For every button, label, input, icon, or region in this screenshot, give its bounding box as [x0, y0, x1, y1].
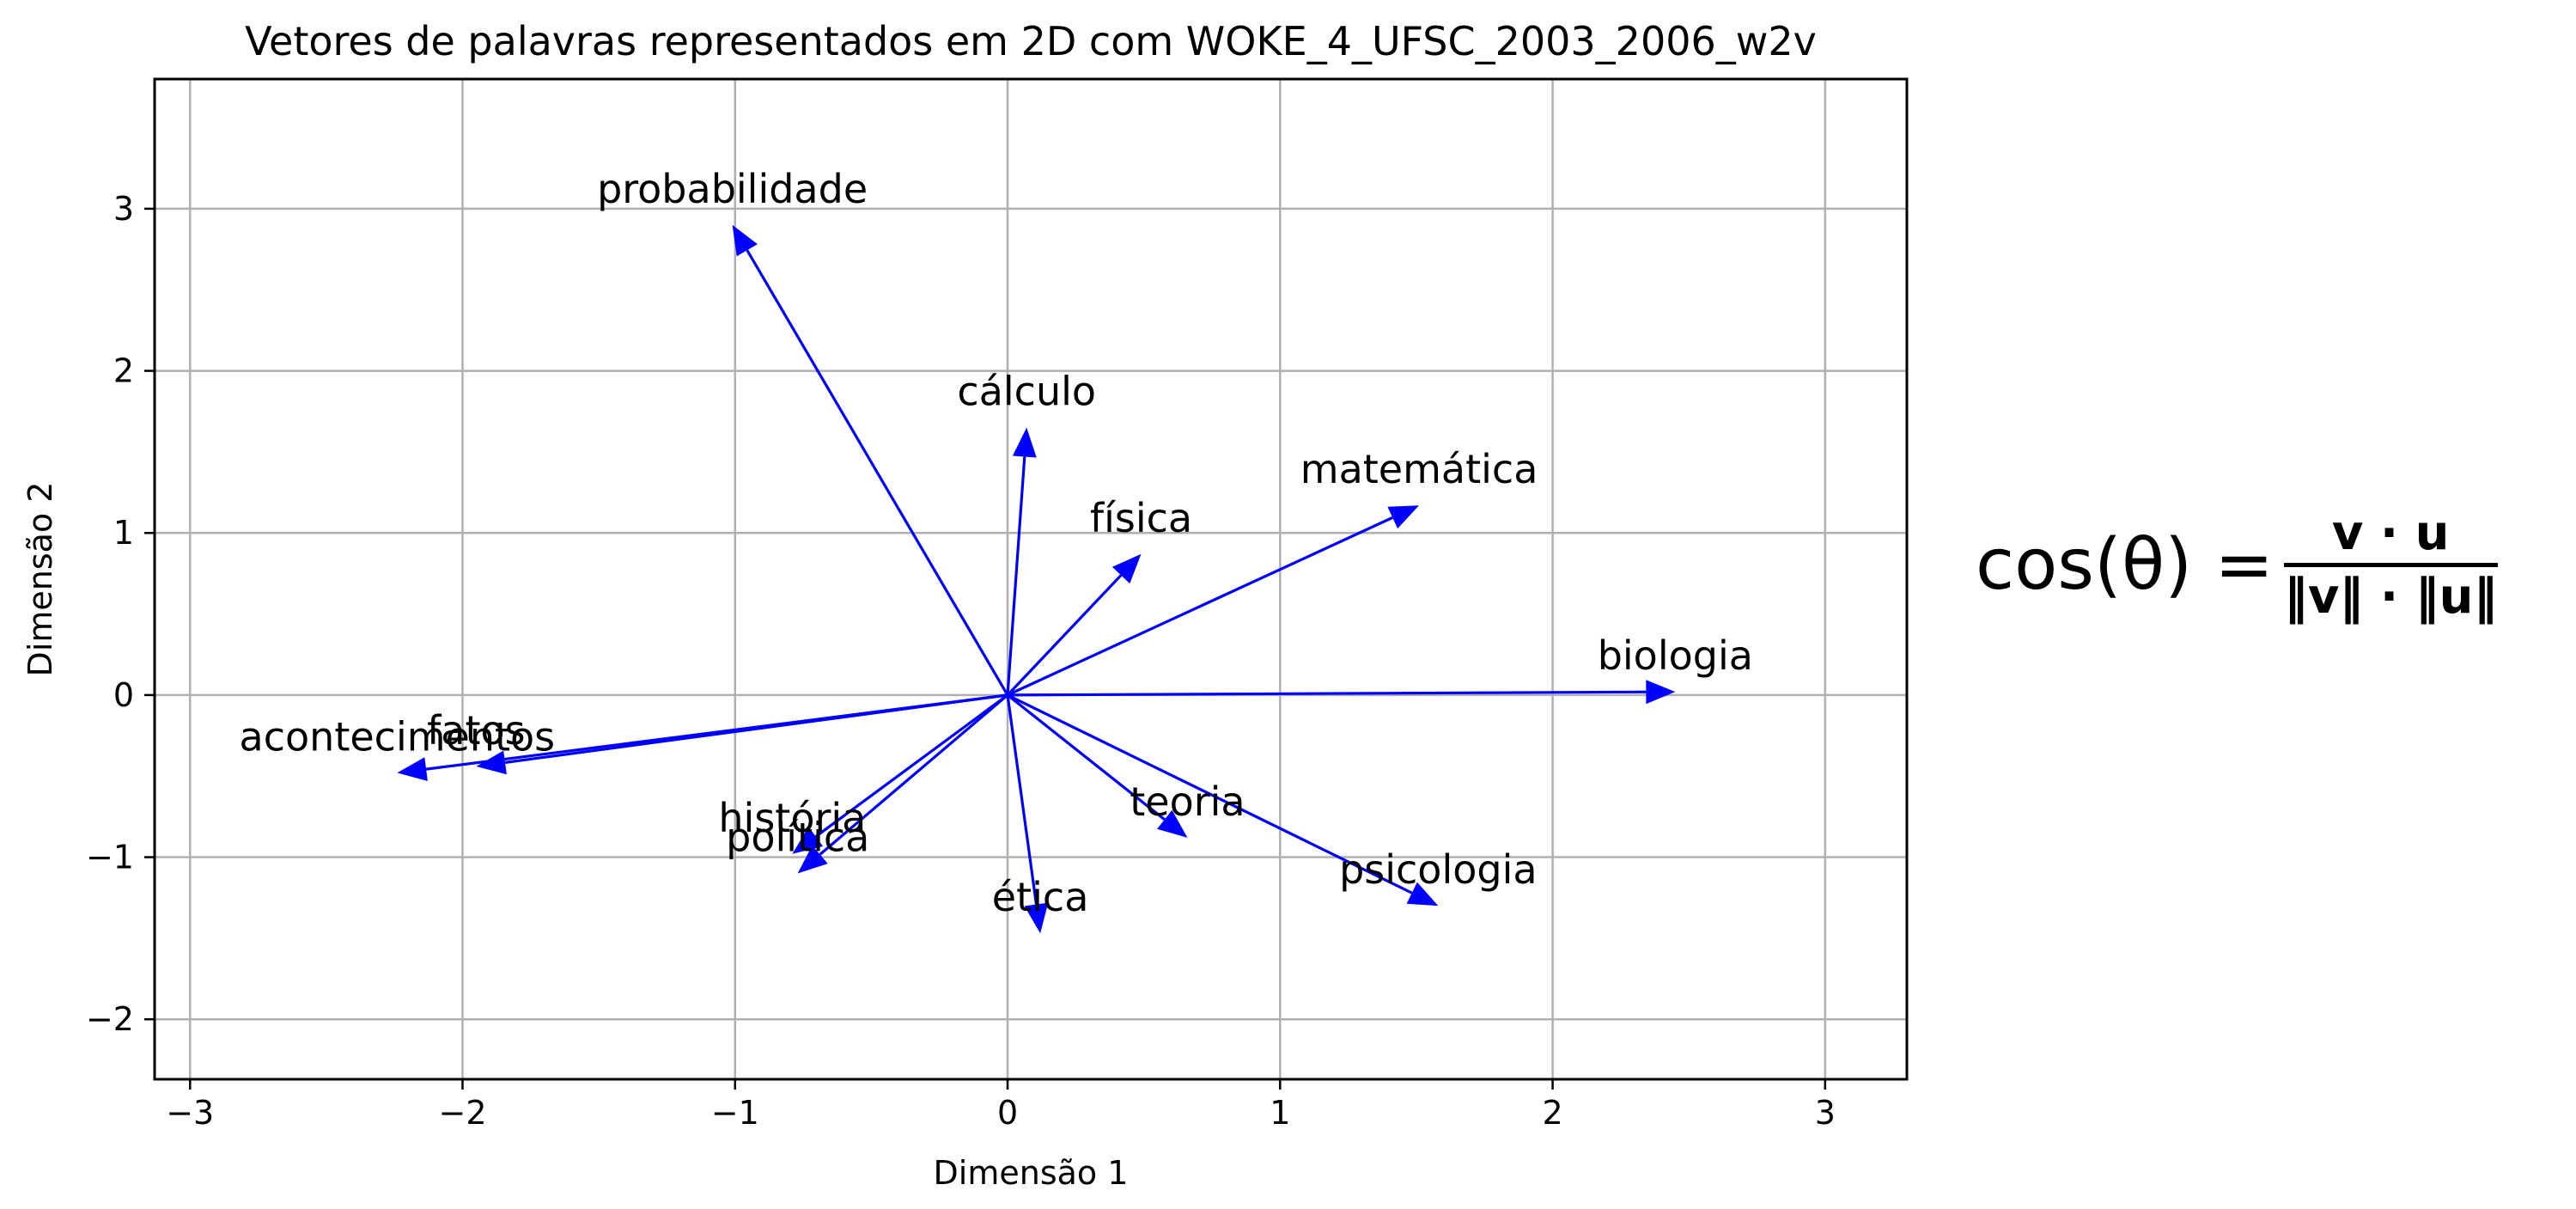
- vector-etica-shaft: [1006, 694, 1038, 905]
- word-vectors: [397, 224, 1676, 934]
- vector-probabilidade-label: probabilidade: [597, 166, 868, 212]
- formula-numerator: v · u: [2331, 505, 2450, 561]
- vector-fisica-arrowhead: [1111, 553, 1142, 584]
- vector-fatos-shaft: [504, 693, 1008, 764]
- vector-politica-arrowhead: [797, 845, 828, 874]
- vector-acontecimentos-label: acontecimentos: [240, 713, 556, 760]
- vector-psicologia-label: psicologia: [1339, 846, 1537, 893]
- x-tick-label: −2: [438, 1094, 486, 1132]
- formula-fraction: v · u ‖v‖ · ‖u‖: [2283, 505, 2498, 625]
- vector-biologia-arrowhead: [1646, 680, 1676, 705]
- vector-matematica-arrowhead: [1387, 505, 1420, 529]
- plot-frame: [153, 77, 1909, 1081]
- vector-biologia-label: biologia: [1598, 632, 1753, 679]
- formula-denominator: ‖v‖ · ‖u‖: [2283, 569, 2498, 625]
- vector-fatos-arrowhead: [476, 750, 507, 775]
- fraction-bar: [2283, 563, 2498, 567]
- y-tick-label: −2: [86, 1000, 134, 1038]
- formula-lhs: cos(θ) =: [1976, 524, 2274, 606]
- vector-fatos-label: fatos: [427, 707, 526, 754]
- vector-calculo-shaft: [1006, 456, 1026, 696]
- vector-probabilidade-arrowhead: [732, 224, 758, 257]
- vector-teoria-shaft: [1007, 693, 1166, 821]
- cosine-similarity-formula: cos(θ) = v · u ‖v‖ · ‖u‖: [1976, 505, 2498, 625]
- vector-etica-arrowhead: [1024, 902, 1049, 934]
- vector-politica-label: política: [726, 814, 869, 860]
- axis-ticks: −3 −2 −1 0 1 2 3 −2 −1 0 1 2 3: [86, 190, 1836, 1132]
- grid-lines: [155, 79, 1907, 1079]
- vector-teoria-label: teoria: [1130, 779, 1245, 825]
- y-tick-label: 2: [113, 352, 134, 390]
- vector-historia-arrowhead: [792, 827, 824, 854]
- vector-etica-label: ética: [992, 874, 1089, 920]
- vector-historia-shaft: [814, 693, 1008, 838]
- vector-psicologia-shaft: [1007, 693, 1413, 895]
- vector-teoria-arrowhead: [1157, 809, 1188, 838]
- x-axis-label: Dimensão 1: [934, 1154, 1129, 1192]
- chart-title: Vetores de palavras representados em 2D …: [245, 18, 1817, 64]
- x-tick-label: 3: [1815, 1094, 1836, 1132]
- vector-probabilidade-shaft: [746, 249, 1009, 696]
- vector-fisica-label: física: [1090, 495, 1192, 541]
- y-tick-label: 1: [113, 514, 134, 552]
- vector-matematica-shaft: [1007, 516, 1393, 697]
- x-tick-label: −1: [711, 1094, 759, 1132]
- x-tick-label: 1: [1270, 1094, 1290, 1132]
- y-tick-label: 0: [113, 676, 134, 714]
- x-tick-label: −3: [166, 1094, 214, 1132]
- x-tick-label: 2: [1542, 1094, 1562, 1132]
- vector-psicologia-arrowhead: [1406, 882, 1439, 907]
- vector-historia-label: história: [718, 795, 866, 841]
- y-tick-label: −1: [86, 839, 134, 876]
- vector-calculo-arrowhead: [1012, 427, 1037, 458]
- vector-acontecimentos-arrowhead: [397, 757, 428, 781]
- vector-biologia-shaft: [1008, 690, 1647, 697]
- vector-politica-shaft: [819, 693, 1009, 856]
- vector-calculo-label: cálculo: [957, 369, 1096, 415]
- vector-matematica-label: matemática: [1300, 446, 1538, 492]
- x-tick-label: 0: [997, 1094, 1018, 1132]
- vector-fisica-shaft: [1006, 574, 1123, 696]
- y-tick-label: 3: [113, 190, 134, 228]
- vector-labels: probabilidade cálculo matemática física biol…: [240, 166, 1753, 920]
- y-axis-label: Dimensão 2: [21, 482, 59, 677]
